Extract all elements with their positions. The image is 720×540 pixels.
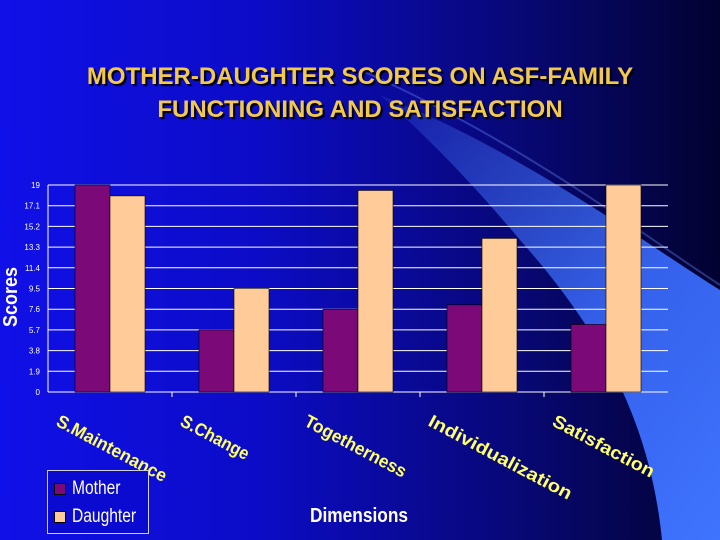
y-tick-label: 13.3	[24, 243, 40, 252]
legend-label-mother: Mother	[72, 478, 121, 499]
slide-title: MOTHER-DAUGHTER SCORES ON ASF-FAMILY FUN…	[86, 63, 634, 123]
legend-label-daughter: Daughter	[72, 506, 137, 527]
y-tick-label: 3.8	[29, 347, 41, 356]
legend-swatch-daughter	[54, 511, 66, 523]
swoosh-edge	[359, 69, 720, 286]
x-category-label: Togetherness	[301, 411, 410, 482]
legend-item-daughter: Daughter	[54, 505, 150, 529]
bar-daughter	[109, 195, 146, 393]
x-category-label: S.Change	[177, 411, 253, 464]
bar-mother	[446, 304, 483, 393]
bar-daughter	[357, 190, 394, 393]
bar-mother	[570, 324, 607, 393]
legend-item-mother: Mother	[54, 477, 131, 501]
y-tick-label: 7.6	[29, 305, 41, 314]
y-axis-title: Scores	[0, 267, 22, 327]
x-axis-title: Dimensions	[310, 505, 408, 527]
x-category-label: Satisfaction	[549, 411, 658, 482]
y-tick-label: 19	[31, 181, 40, 190]
y-tick-label: 17.1	[24, 202, 40, 211]
swoosh-shape	[380, 95, 720, 540]
y-tick-label: 11.4	[25, 264, 41, 273]
y-tick-label: 5.7	[29, 326, 41, 335]
y-tick-label: 1.9	[29, 367, 41, 376]
bar-daughter	[481, 238, 518, 393]
bar-mother	[74, 184, 111, 393]
y-tick-label: 0	[36, 388, 41, 397]
chart-legend: Mother Daughter	[47, 470, 149, 534]
bar-daughter	[605, 184, 642, 393]
y-tick-label: 15.2	[24, 222, 40, 231]
bar-daughter	[233, 288, 270, 393]
y-tick-label: 9.5	[29, 285, 41, 294]
legend-swatch-mother	[54, 483, 66, 495]
bar-mother	[322, 308, 359, 393]
bar-mother	[198, 329, 235, 393]
